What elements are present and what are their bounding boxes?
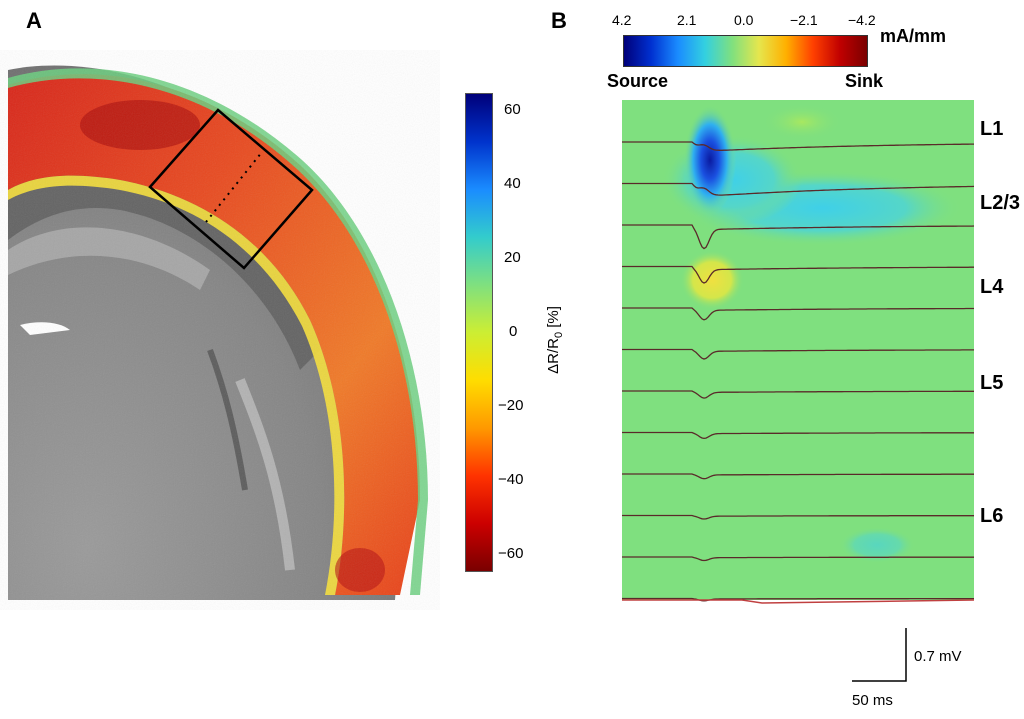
sink-label: Sink <box>845 71 884 91</box>
panel-a-colorbar-label: ΔR/R0 [%] <box>545 306 565 374</box>
colorbar-tick: 40 <box>504 175 521 192</box>
lfp-trace <box>622 348 974 360</box>
panel-b-letter: B <box>551 8 567 33</box>
lfp-trace <box>622 182 974 196</box>
colorbar-label-unit: [%] <box>545 306 562 332</box>
panel-a-colorbar <box>465 93 493 572</box>
layer-label-l1: L1 <box>980 118 1004 140</box>
panel-b-colorbar <box>623 35 868 67</box>
scale-bar-time: 50 ms <box>852 692 893 709</box>
scale-bar <box>852 628 907 682</box>
colorbar-tick: −60 <box>498 545 524 562</box>
csd-sink-region <box>680 250 744 310</box>
csd-cyan-region-3 <box>839 527 915 563</box>
csd-map <box>622 100 974 604</box>
colorbar-label-sub: 0 <box>553 331 565 339</box>
layer-label-l6: L6 <box>980 505 1004 527</box>
colorbar-tick: 2.1 <box>677 12 697 28</box>
bottom-trace <box>622 599 974 604</box>
lfp-trace <box>622 141 974 151</box>
colorbar-tick: 60 <box>504 101 521 118</box>
panel-a-colorbar-ticks: 60 40 20 0 −20 −40 −60 <box>498 93 538 570</box>
csd-green-region <box>762 104 842 140</box>
brain-slice-image <box>0 50 440 610</box>
colorbar-tick: 4.2 <box>612 12 632 28</box>
colorbar-tick: −40 <box>498 471 524 488</box>
lfp-trace <box>622 390 974 399</box>
lfp-trace <box>622 597 974 602</box>
colorbar-tick: −20 <box>498 397 524 414</box>
colorbar-label-main: ΔR/R <box>545 338 562 374</box>
colorbar-tick: −4.2 <box>848 12 876 28</box>
csd-source-region <box>684 105 736 215</box>
panel-b-colorbar-ticks: 4.2 2.1 0.0 −2.1 −4.2 <box>600 12 890 32</box>
lfp-trace <box>622 224 974 250</box>
colorbar-unit: mA/mm <box>880 26 947 46</box>
layer-label-l4: L4 <box>980 276 1004 298</box>
colorbar-tick: 0 <box>509 323 518 340</box>
scale-bar-voltage: 0.7 mV <box>914 648 962 665</box>
source-label: Source <box>607 71 669 91</box>
lfp-trace <box>622 265 974 284</box>
region-of-interest-box <box>148 108 314 270</box>
layer-label-l2-3: L2/3 <box>980 192 1021 214</box>
colorbar-tick: 0.0 <box>734 12 754 28</box>
colorbar-tick: 20 <box>504 249 521 266</box>
lfp-trace <box>622 431 974 440</box>
lfp-trace <box>622 556 974 562</box>
panel-a-letter: A <box>26 8 42 33</box>
lfp-trace <box>622 514 974 520</box>
layer-label-l5: L5 <box>980 372 1004 394</box>
colorbar-tick: −2.1 <box>790 12 818 28</box>
lfp-trace <box>622 307 974 321</box>
lfp-trace <box>622 473 974 480</box>
lfp-traces <box>622 141 974 604</box>
